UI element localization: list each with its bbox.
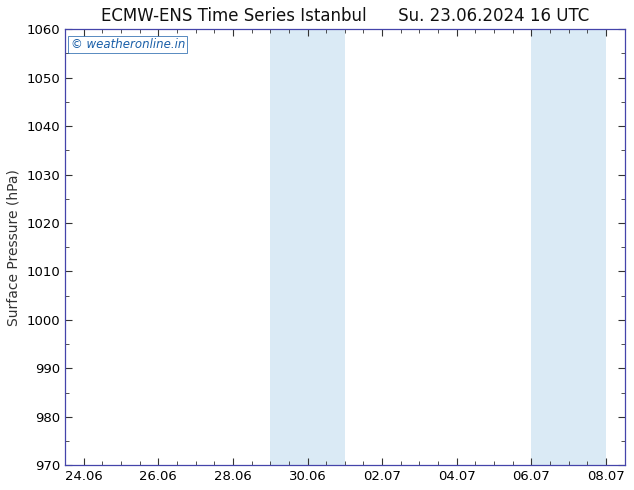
Bar — [307, 29, 345, 465]
Bar — [569, 29, 606, 465]
Title: ECMW-ENS Time Series Istanbul      Su. 23.06.2024 16 UTC: ECMW-ENS Time Series Istanbul Su. 23.06.… — [101, 7, 589, 25]
Text: © weatheronline.in: © weatheronline.in — [71, 38, 185, 51]
Bar — [531, 29, 569, 465]
Bar — [270, 29, 307, 465]
Y-axis label: Surface Pressure (hPa): Surface Pressure (hPa) — [7, 169, 21, 326]
